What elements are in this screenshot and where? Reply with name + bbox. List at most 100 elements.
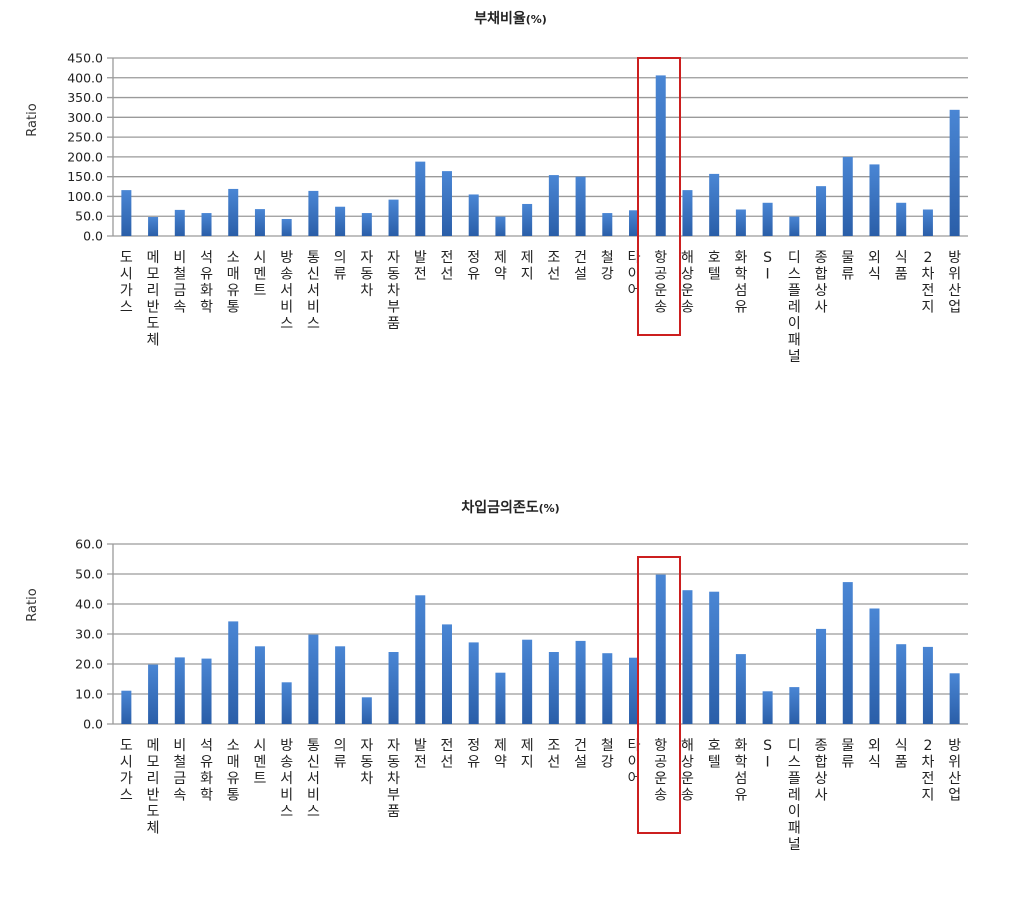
svg-text:동: 동 <box>387 755 400 771</box>
y-tick-label: 50.0 <box>75 209 103 224</box>
svg-text:패: 패 <box>788 333 801 349</box>
svg-text:통: 통 <box>227 300 240 316</box>
bar <box>281 218 292 236</box>
svg-text:레: 레 <box>788 788 801 804</box>
svg-text:유: 유 <box>467 267 480 283</box>
svg-text:디: 디 <box>788 738 801 754</box>
svg-text:차: 차 <box>921 755 934 771</box>
svg-text:전: 전 <box>414 267 427 283</box>
y-tick-label: 150.0 <box>67 169 103 184</box>
svg-text:트: 트 <box>254 283 267 299</box>
x-category-label: 정유 <box>467 250 480 283</box>
svg-text:매: 매 <box>227 267 240 283</box>
svg-text:위: 위 <box>948 267 961 283</box>
svg-text:자: 자 <box>387 738 400 754</box>
svg-text:화: 화 <box>734 250 747 266</box>
bar <box>335 206 346 236</box>
x-category-label: 조선 <box>547 250 560 283</box>
bar <box>896 644 907 724</box>
svg-text:동: 동 <box>360 267 373 283</box>
svg-text:유: 유 <box>200 755 213 771</box>
svg-text:제: 제 <box>521 738 534 754</box>
bar <box>281 682 292 724</box>
x-category-label: 시멘트 <box>254 250 267 299</box>
bar <box>709 173 720 236</box>
svg-text:스: 스 <box>307 316 320 332</box>
y-tick-label: 100.0 <box>67 189 103 204</box>
svg-text:식: 식 <box>868 755 881 771</box>
svg-text:설: 설 <box>574 755 587 771</box>
svg-text:S: S <box>763 738 772 754</box>
svg-text:차: 차 <box>360 283 373 299</box>
svg-text:품: 품 <box>387 316 400 332</box>
svg-text:텔: 텔 <box>708 267 721 283</box>
x-category-label: 제약 <box>494 738 507 771</box>
svg-text:속: 속 <box>173 300 186 316</box>
svg-text:통: 통 <box>307 738 320 754</box>
svg-text:신: 신 <box>307 755 320 771</box>
svg-text:차: 차 <box>360 771 373 787</box>
svg-text:송: 송 <box>681 788 694 804</box>
y-tick-label: 300.0 <box>67 110 103 125</box>
x-category-label: 제약 <box>494 250 507 283</box>
svg-text:전: 전 <box>921 771 934 787</box>
x-category-label: 외식 <box>868 250 881 283</box>
svg-text:모: 모 <box>147 267 160 283</box>
svg-text:섬: 섬 <box>734 283 747 299</box>
svg-text:화: 화 <box>200 771 213 787</box>
x-category-label: 건설 <box>574 250 587 283</box>
chart-title: 차입금의존도(%) <box>0 497 1021 517</box>
bar <box>228 621 239 724</box>
svg-text:스: 스 <box>788 267 801 283</box>
svg-text:방: 방 <box>280 250 293 266</box>
svg-text:운: 운 <box>681 283 694 299</box>
x-category-label: 외식 <box>868 738 881 771</box>
bar <box>842 582 853 724</box>
x-category-label: 정유 <box>467 738 480 771</box>
svg-text:상: 상 <box>681 267 694 283</box>
y-tick-label: 10.0 <box>75 687 103 702</box>
svg-text:지: 지 <box>521 755 534 771</box>
bar <box>388 199 399 236</box>
svg-text:철: 철 <box>173 267 186 283</box>
svg-text:시: 시 <box>254 738 267 754</box>
bar <box>842 156 853 236</box>
svg-text:송: 송 <box>654 788 667 804</box>
svg-text:도: 도 <box>120 250 133 266</box>
svg-text:항: 항 <box>654 738 667 754</box>
svg-text:비: 비 <box>307 788 320 804</box>
svg-text:통: 통 <box>227 788 240 804</box>
bar <box>468 194 479 236</box>
x-category-label: 전선 <box>441 738 454 771</box>
svg-text:품: 품 <box>387 804 400 820</box>
x-category-label: 발전 <box>414 250 427 283</box>
svg-text:신: 신 <box>307 267 320 283</box>
svg-text:사: 사 <box>815 300 828 316</box>
svg-text:철: 철 <box>601 250 614 266</box>
svg-text:도: 도 <box>120 738 133 754</box>
svg-text:호: 호 <box>708 738 721 754</box>
svg-text:서: 서 <box>307 771 320 787</box>
svg-text:류: 류 <box>841 755 854 771</box>
svg-text:유: 유 <box>734 300 747 316</box>
bar <box>522 203 533 236</box>
highlight-box-air-transport <box>637 556 681 834</box>
svg-text:유: 유 <box>734 788 747 804</box>
svg-text:해: 해 <box>681 250 694 266</box>
svg-text:산: 산 <box>948 771 961 787</box>
x-category-label: 물류 <box>841 250 854 283</box>
svg-text:비: 비 <box>307 300 320 316</box>
svg-text:업: 업 <box>948 300 961 316</box>
y-tick-label: 250.0 <box>67 130 103 145</box>
svg-text:스: 스 <box>788 755 801 771</box>
